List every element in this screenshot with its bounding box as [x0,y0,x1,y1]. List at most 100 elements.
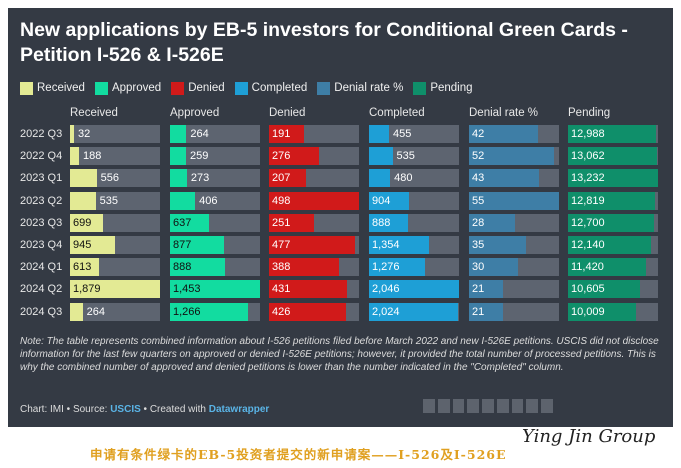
bar-fill [568,125,657,143]
bar-track: 191 [269,125,359,143]
bar-track: 945 [70,236,160,254]
blurred-text [423,399,554,415]
bar-track: 188 [70,147,160,166]
column-header: Denied [269,107,306,119]
bar-fill [70,191,96,210]
bar-track: 535 [70,191,160,210]
bar-fill [170,169,187,188]
bar-track: 30 [469,258,559,277]
legend-swatch [171,81,185,95]
value-label: 426 [272,305,291,318]
bar-track: 55 [469,191,559,210]
bar-fill [568,302,637,321]
watermark-signature: Ying Jin Group [522,426,656,447]
value-label: 10,009 [571,305,605,318]
bar-fill [469,280,504,299]
bar-fill [70,169,97,188]
bar-track: 1,266 [170,302,260,321]
legend-item-pending: Pending [413,81,473,95]
value-label: 12,700 [571,216,605,229]
bar-fill [469,169,540,188]
bar-track: 12,700 [568,213,658,232]
legend-item-approved: Approved [94,81,161,95]
source-link[interactable]: USCIS [110,404,141,415]
bar-fill [70,125,74,143]
bar-track: 13,232 [568,169,658,188]
bar-fill [469,236,527,254]
bar-fill [369,169,391,188]
bar-fill [170,191,196,210]
bar-track: 12,819 [568,191,658,210]
legend-label: Pending [430,82,473,94]
bar-fill [70,302,83,321]
row-label: 2024 Q3 [20,305,63,318]
bar-track: 888 [369,213,459,232]
bar-fill [469,147,555,166]
value-label: 904 [372,194,391,207]
source-prefix: Chart: IMI • Source: [20,404,111,415]
value-label: 259 [190,150,209,163]
chinese-caption: 申请有条件绿卡的EB-5投资者提交的新申请案——I-526及I-526E [90,447,507,462]
value-label: 535 [396,150,415,163]
value-label: 207 [272,172,291,185]
datawrapper-link[interactable]: Datawrapper [208,404,270,415]
value-label: 273 [190,172,210,185]
bar-fill [269,280,347,299]
value-label: 613 [73,261,92,274]
bar-track: 2,024 [369,302,459,321]
value-label: 12,988 [571,128,605,140]
value-label: 43 [472,172,485,185]
value-label: 28 [472,216,485,229]
bar-fill [469,258,519,277]
bar-track: 888 [170,258,260,277]
bar-track: 426 [269,302,359,321]
bar-fill [269,191,359,210]
column-header: Pending [568,107,611,119]
legend-item-received: Received [20,81,85,95]
bar-fill [70,258,100,277]
bar-track: 13,062 [568,147,658,166]
value-label: 35 [472,239,485,251]
legend-label: Denied [188,82,225,94]
bar-fill [568,280,641,299]
bar-fill [469,125,538,143]
value-label: 30 [472,261,485,274]
bar-fill [269,125,304,143]
bar-fill [170,147,187,166]
bar-fill [369,213,409,232]
row-label: 2022 Q3 [20,128,63,140]
bar-fill [70,147,79,166]
bar-track: 480 [369,169,459,188]
bar-fill [269,236,356,254]
bar-track: 1,276 [369,258,459,277]
bar-fill [369,236,429,254]
value-label: 55 [472,194,485,207]
legend-item-denial-rate: Denial rate % [317,81,403,95]
bar-track: 11,420 [568,258,658,277]
column-header: Approved [170,107,220,119]
row-label: 2023 Q4 [20,239,63,251]
bar-track: 1,354 [369,236,459,254]
bar-track: 904 [369,191,459,210]
bar-track: 699 [70,213,160,232]
bar-fill [269,258,340,277]
bar-fill [269,302,346,321]
bar-fill [170,258,225,277]
bar-fill [568,147,657,166]
bar-fill [568,236,651,254]
bar-fill [568,191,656,210]
value-label: 455 [393,128,412,140]
bar-fill [369,191,409,210]
bar-fill [369,302,459,321]
bar-fill [269,213,315,232]
bar-fill [170,213,210,232]
bar-track: 259 [170,147,260,166]
bar-track: 207 [269,169,359,188]
bar-fill [269,169,307,188]
bar-track: 251 [269,213,359,232]
value-label: 498 [272,194,291,207]
legend-swatch [317,81,331,95]
bar-track: 12,988 [568,125,658,143]
value-label: 13,232 [571,172,605,185]
bar-fill [469,191,559,210]
